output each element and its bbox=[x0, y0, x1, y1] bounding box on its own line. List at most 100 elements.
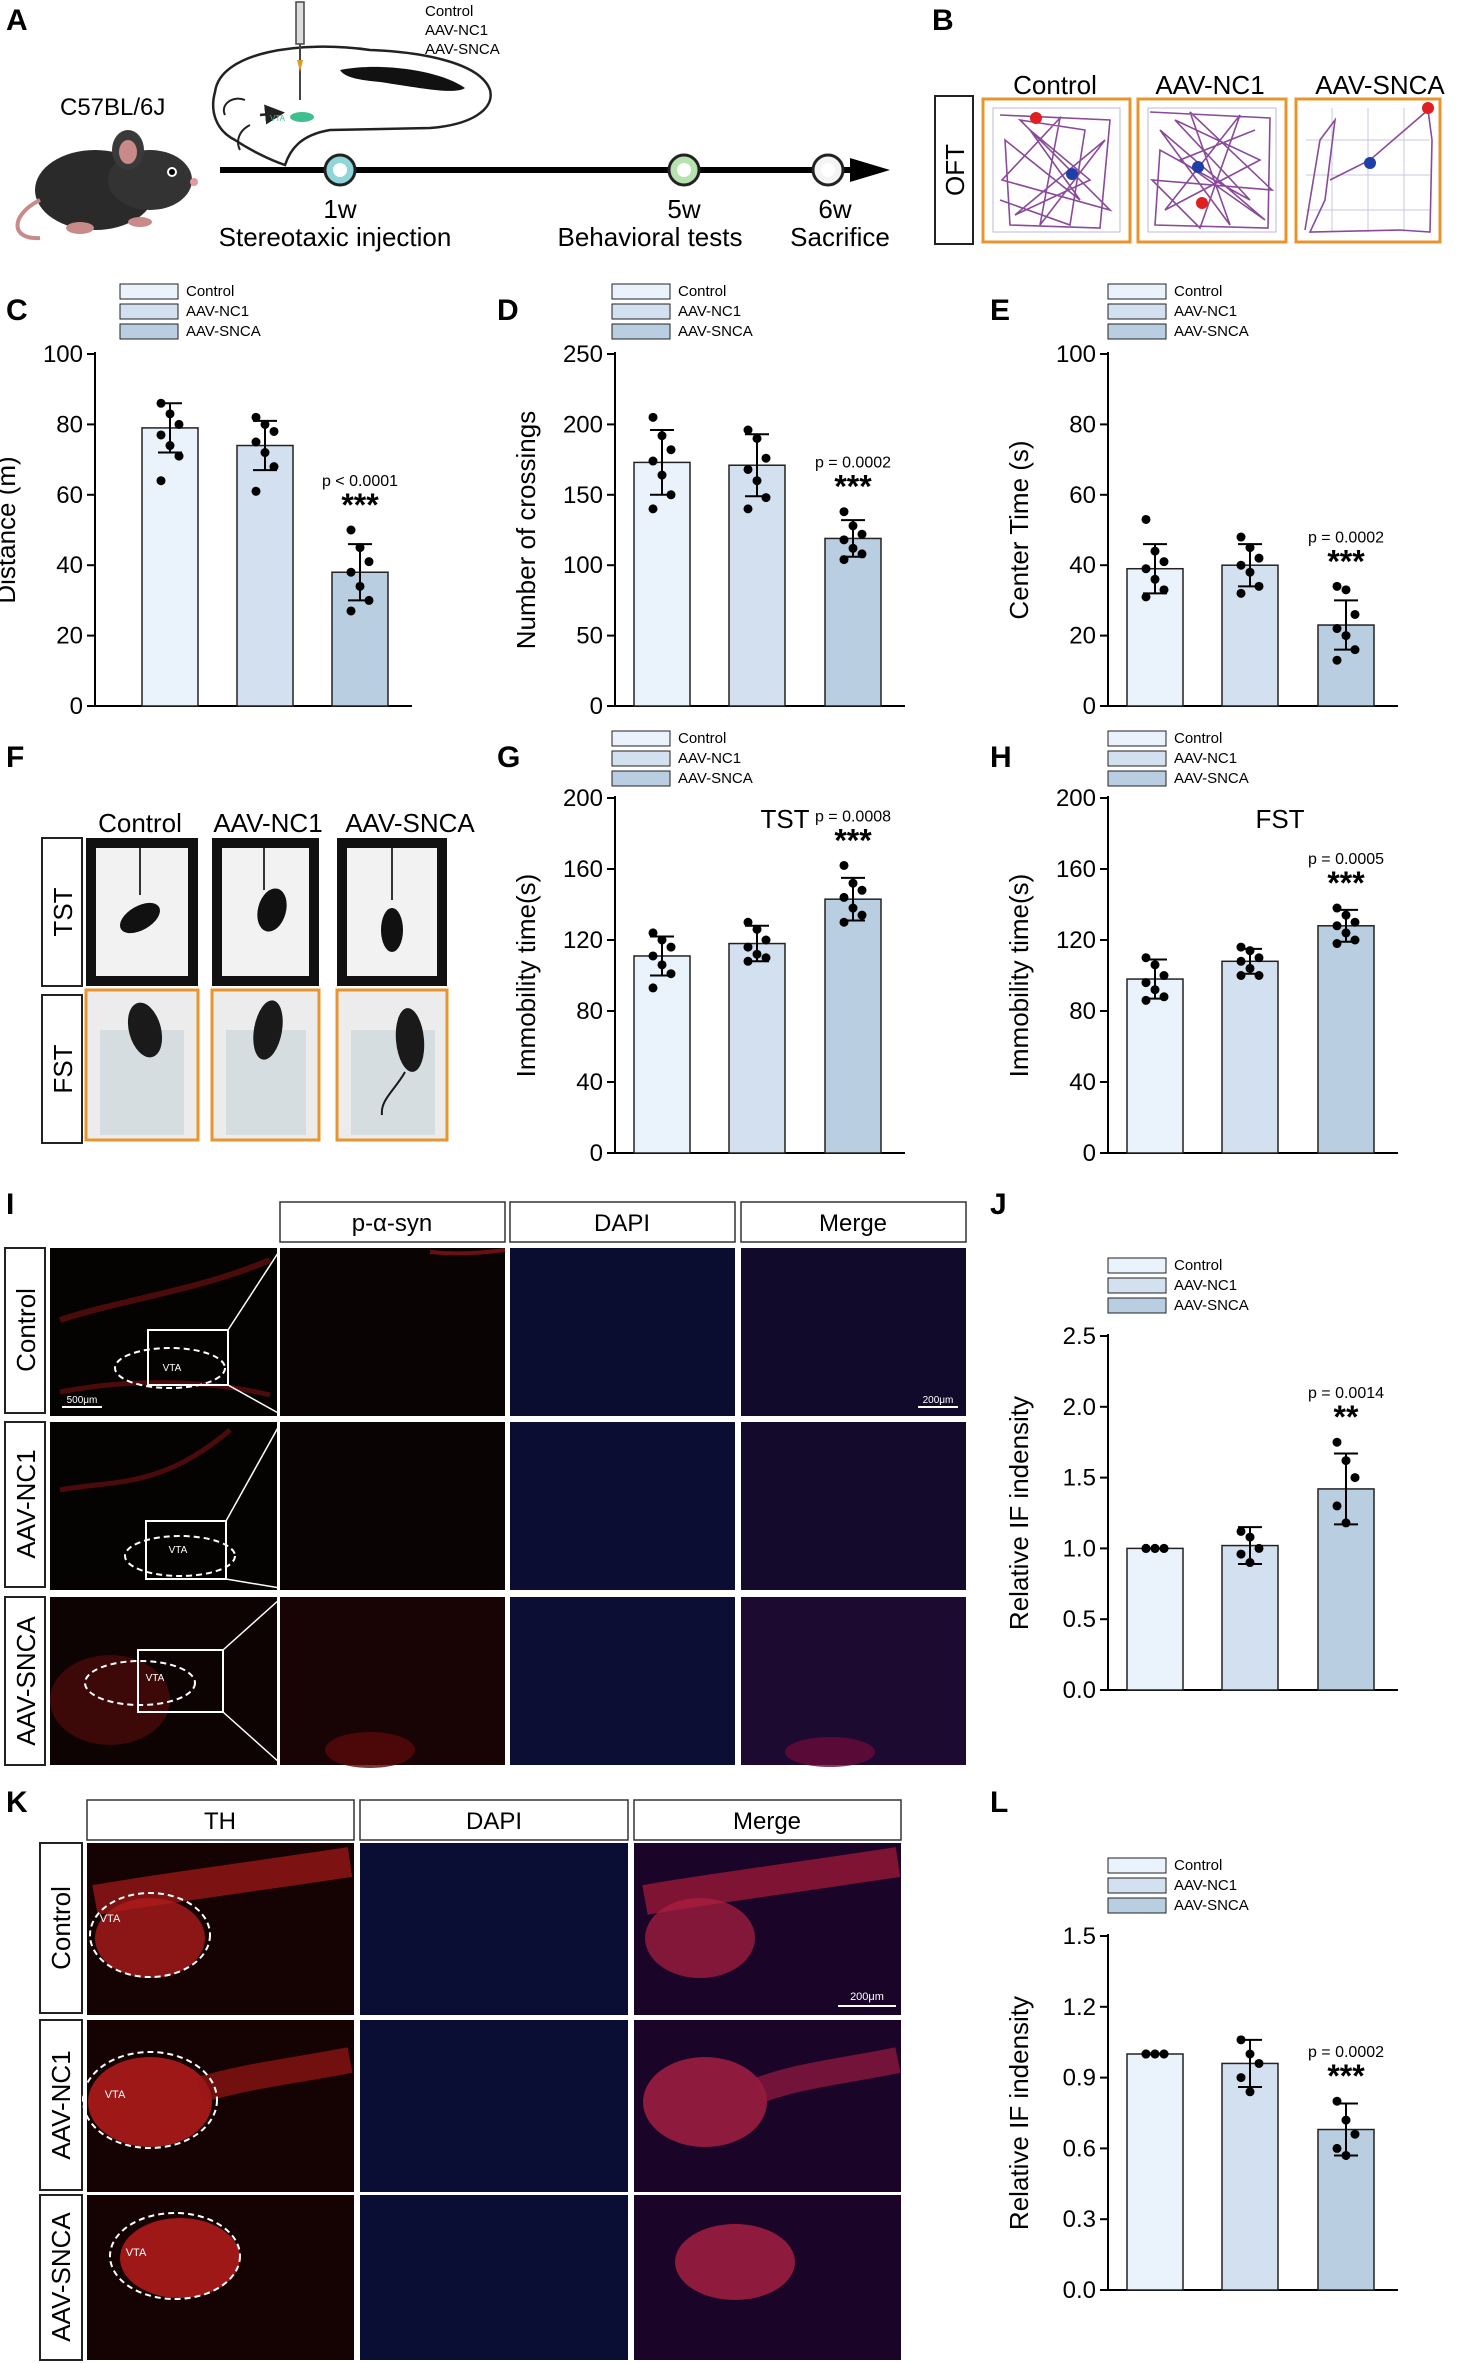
dapi-header-i: DAPI bbox=[594, 1210, 650, 1237]
data-point bbox=[251, 412, 261, 422]
data-point bbox=[1150, 1543, 1160, 1553]
data-point bbox=[848, 903, 858, 913]
y-axis-label: Distance (m) bbox=[0, 456, 21, 603]
legend-label: Control bbox=[1174, 283, 1222, 300]
y-tick-label: 100 bbox=[563, 552, 603, 579]
oft-row-label: OFT bbox=[940, 144, 970, 196]
timeline-time-3: 6w bbox=[818, 194, 851, 224]
scale-bar-i-low: 500μm bbox=[67, 1395, 98, 1406]
y-tick-label: 60 bbox=[56, 482, 83, 509]
tst-col-nc1: AAV-NC1 bbox=[213, 808, 322, 838]
data-point bbox=[1254, 971, 1264, 980]
y-tick-label: 80 bbox=[576, 998, 603, 1025]
panel-letter-e: E bbox=[990, 294, 1010, 327]
legend-label: AAV-SNCA bbox=[1174, 770, 1249, 787]
legend-label: AAV-NC1 bbox=[1174, 1877, 1237, 1894]
oft-arena-control bbox=[981, 97, 1132, 244]
significance-stars: *** bbox=[834, 469, 872, 505]
data-point bbox=[761, 493, 771, 503]
data-point bbox=[657, 960, 667, 970]
chart-center-time: Control AAV-NC1 AAV-SNCA 0 20 40 60 80 100 Center… bbox=[1004, 283, 1398, 720]
data-point bbox=[743, 956, 753, 966]
data-point bbox=[1236, 1549, 1246, 1559]
panel-k-row-labels: Control AAV-NC1 AAV-SNCA bbox=[39, 1842, 83, 2361]
legend-swatch bbox=[1107, 1277, 1167, 1294]
legend-swatch bbox=[119, 323, 179, 340]
legend-swatch bbox=[1107, 303, 1167, 320]
panel-i-images bbox=[50, 1248, 966, 1768]
data-point bbox=[269, 462, 279, 472]
tst-col-snca: AAV-SNCA bbox=[345, 808, 475, 838]
p-value: p = 0.0014 bbox=[1308, 1385, 1384, 1402]
data-point bbox=[1236, 588, 1246, 598]
data-point bbox=[1141, 2049, 1151, 2059]
timeline-time-2: 5w bbox=[667, 194, 700, 224]
tst-row-label: TST bbox=[48, 887, 78, 936]
y-tick-label: 0 bbox=[590, 1140, 603, 1167]
y-tick-label: 60 bbox=[1069, 482, 1096, 509]
oft-col-nc1: AAV-NC1 bbox=[1155, 70, 1264, 100]
data-point bbox=[648, 983, 658, 993]
data-point bbox=[839, 507, 849, 517]
legend-label: AAV-NC1 bbox=[186, 303, 249, 320]
bar-control bbox=[1126, 2053, 1184, 2291]
y-tick-label: 150 bbox=[563, 482, 603, 509]
data-point bbox=[1159, 2049, 1169, 2059]
data-point bbox=[1341, 1456, 1351, 1466]
data-point bbox=[1245, 963, 1255, 973]
psyn-header: p-α-syn bbox=[352, 1210, 433, 1237]
data-point bbox=[1236, 532, 1246, 542]
panel-letter-d: D bbox=[497, 294, 519, 327]
timeline-time-1: 1w bbox=[323, 194, 356, 224]
data-point bbox=[1341, 631, 1351, 641]
data-point bbox=[657, 431, 667, 441]
i-row-nc1: AAV-NC1 bbox=[11, 1449, 41, 1558]
data-point bbox=[761, 953, 771, 963]
data-point bbox=[355, 581, 365, 591]
data-point bbox=[666, 445, 676, 455]
y-tick-label: 40 bbox=[576, 1069, 603, 1096]
y-tick-label: 120 bbox=[1056, 927, 1096, 954]
merge-header-i: Merge bbox=[819, 1210, 887, 1237]
data-point bbox=[1236, 971, 1246, 980]
data-point bbox=[1150, 2049, 1160, 2059]
bar-aav-nc1 bbox=[1221, 960, 1279, 1154]
chart-crossings: Control AAV-NC1 AAV-SNCA 0 50 100 150 200 250 Num… bbox=[511, 283, 905, 720]
data-point bbox=[1350, 609, 1360, 619]
oft-arena-snca bbox=[1294, 97, 1442, 244]
vta-label-a: VTA bbox=[270, 114, 286, 123]
data-point bbox=[1159, 1543, 1169, 1553]
data-point bbox=[1245, 567, 1255, 577]
dapi-header-k: DAPI bbox=[466, 1808, 522, 1835]
y-tick-label: 160 bbox=[1056, 856, 1096, 883]
panel-letter-h: H bbox=[990, 741, 1012, 774]
data-point bbox=[1141, 995, 1151, 1005]
data-point bbox=[1236, 956, 1246, 966]
data-point bbox=[761, 453, 771, 463]
bar-aav-nc1 bbox=[728, 942, 786, 1154]
y-tick-label: 0.9 bbox=[1063, 2065, 1096, 2092]
data-point bbox=[857, 885, 867, 895]
y-tick-label: 0 bbox=[1083, 1140, 1096, 1167]
y-tick-label: 40 bbox=[1069, 552, 1096, 579]
bar-control bbox=[141, 427, 199, 707]
y-tick-label: 80 bbox=[1069, 998, 1096, 1025]
y-tick-label: 160 bbox=[563, 856, 603, 883]
data-point bbox=[848, 543, 858, 553]
vta-marker bbox=[290, 112, 314, 122]
timeline: 1w Stereotaxic injection 5w Behavioral t… bbox=[219, 153, 890, 252]
tst-row-box bbox=[41, 837, 83, 987]
data-point bbox=[648, 504, 658, 514]
brain-schematic bbox=[211, 1, 492, 167]
legend-label: AAV-NC1 bbox=[678, 303, 741, 320]
significance-stars: *** bbox=[1327, 2058, 1365, 2094]
data-point bbox=[743, 942, 753, 952]
data-point bbox=[1332, 903, 1342, 913]
panel-letter-i: I bbox=[6, 1188, 14, 1221]
data-point bbox=[1236, 2035, 1246, 2045]
i-row-snca: AAV-SNCA bbox=[11, 1616, 41, 1746]
y-tick-label: 0 bbox=[1083, 693, 1096, 720]
panel-k-headers: TH DAPI Merge bbox=[86, 1799, 902, 1841]
legend-swatch bbox=[119, 303, 179, 320]
y-tick-label: 100 bbox=[1056, 341, 1096, 368]
